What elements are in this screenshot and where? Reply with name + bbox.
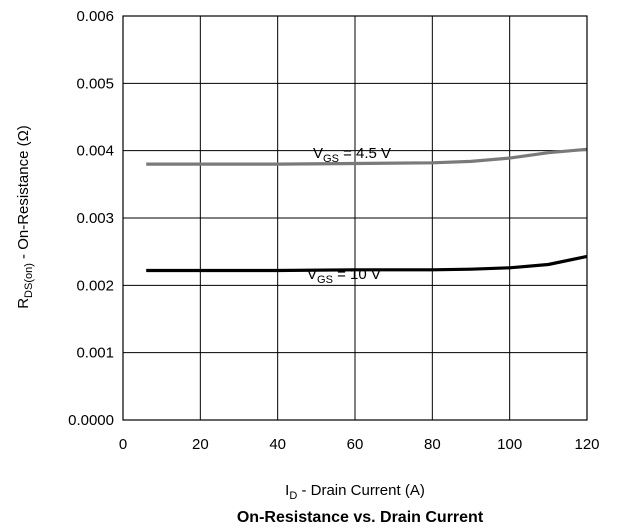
x-tick-label: 80 xyxy=(424,436,441,453)
y-tick-label: 0.001 xyxy=(76,345,114,362)
y-tick-label: 0.006 xyxy=(76,8,114,25)
x-tick-label: 20 xyxy=(192,436,209,453)
y-tick-label: 0.004 xyxy=(76,143,114,160)
y-tick-label: 0.003 xyxy=(76,210,114,227)
series-label-vgs-10: VGS = 10 V xyxy=(307,266,381,286)
x-tick-label: 60 xyxy=(347,436,364,453)
series-line-vgs-10 xyxy=(146,254,588,273)
x-tick-label: 40 xyxy=(269,436,286,453)
x-tick-label: 120 xyxy=(574,436,599,453)
y-tick-label: 0.002 xyxy=(76,277,114,294)
chart-title: On-Resistance vs. Drain Current xyxy=(237,509,484,526)
series-lines xyxy=(146,147,588,273)
x-tick-label: 100 xyxy=(497,436,522,453)
x-tick-labels: 0 20 40 60 80 100 120 xyxy=(119,436,600,453)
series-label-vgs-4-5: VGS = 4.5 V xyxy=(313,145,391,165)
y-axis-label: RDS(on) - On-Resistance (Ω) xyxy=(15,125,35,309)
y-tick-labels: 0.0000 0.001 0.002 0.003 0.004 0.005 0.006 xyxy=(68,8,114,429)
series-line-vgs-4-5 xyxy=(146,147,588,166)
x-axis-label: ID - Drain Current (A) xyxy=(285,482,425,502)
grid xyxy=(123,16,587,420)
plot-frame xyxy=(122,15,588,421)
y-tick-label: 0.0000 xyxy=(68,412,114,429)
y-tick-label: 0.005 xyxy=(76,75,114,92)
x-tick-label: 0 xyxy=(119,436,127,453)
